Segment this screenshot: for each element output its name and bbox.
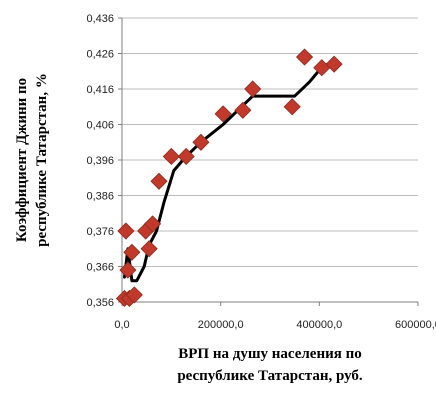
- data-point: [244, 80, 262, 98]
- x-tick-label: 0,0: [114, 319, 129, 331]
- y-tick-label: 0,356: [86, 297, 114, 309]
- y-axis-title: Коэффициент Джини по республике Татарстан…: [14, 73, 50, 247]
- data-point: [123, 243, 141, 261]
- x-axis-title: ВРП на душу населения по республике Татар…: [177, 346, 363, 384]
- data-point: [140, 240, 158, 258]
- data-point: [192, 133, 210, 151]
- y-tick-label: 0,436: [86, 13, 114, 25]
- y-tick-label: 0,426: [86, 49, 114, 61]
- data-point: [125, 286, 143, 304]
- y-axis-title-line: Коэффициент Джини по: [14, 78, 30, 242]
- data-points: [115, 48, 343, 308]
- data-point: [283, 98, 301, 116]
- x-tick-label: 200000,0: [198, 319, 244, 331]
- data-point: [234, 101, 252, 119]
- data-point: [144, 215, 162, 233]
- y-tick-label: 0,366: [86, 262, 114, 274]
- y-tick-label: 0,416: [86, 84, 114, 96]
- x-axis-title-line: республике Татарстан, руб.: [177, 368, 363, 384]
- data-point: [325, 55, 343, 73]
- data-point: [295, 48, 314, 66]
- data-point: [177, 147, 195, 166]
- x-axis-title-line: ВРП на душу населения по: [178, 346, 362, 362]
- data-point: [162, 147, 180, 166]
- data-point: [119, 261, 137, 279]
- data-point: [214, 105, 232, 123]
- y-tick-label: 0,376: [86, 226, 114, 238]
- axes: [118, 17, 419, 306]
- y-tick-label: 0,386: [86, 191, 114, 203]
- y-axis-title-line: республике Татарстан, %: [34, 73, 50, 247]
- grid-lines: [122, 17, 418, 267]
- y-tick-labels: 0,356 0,366 0,376 0,386 0,396 0,406 0,416 0,426…: [86, 13, 114, 309]
- x-tick-label: 400000,0: [296, 319, 342, 331]
- data-point: [117, 222, 135, 240]
- x-tick-labels: 0,0 200000,0 400000,0 600000,0: [114, 319, 436, 331]
- y-tick-label: 0,396: [86, 155, 114, 167]
- x-tick-label: 600000,0: [395, 319, 436, 331]
- data-point: [150, 172, 168, 190]
- y-tick-label: 0,406: [86, 120, 114, 132]
